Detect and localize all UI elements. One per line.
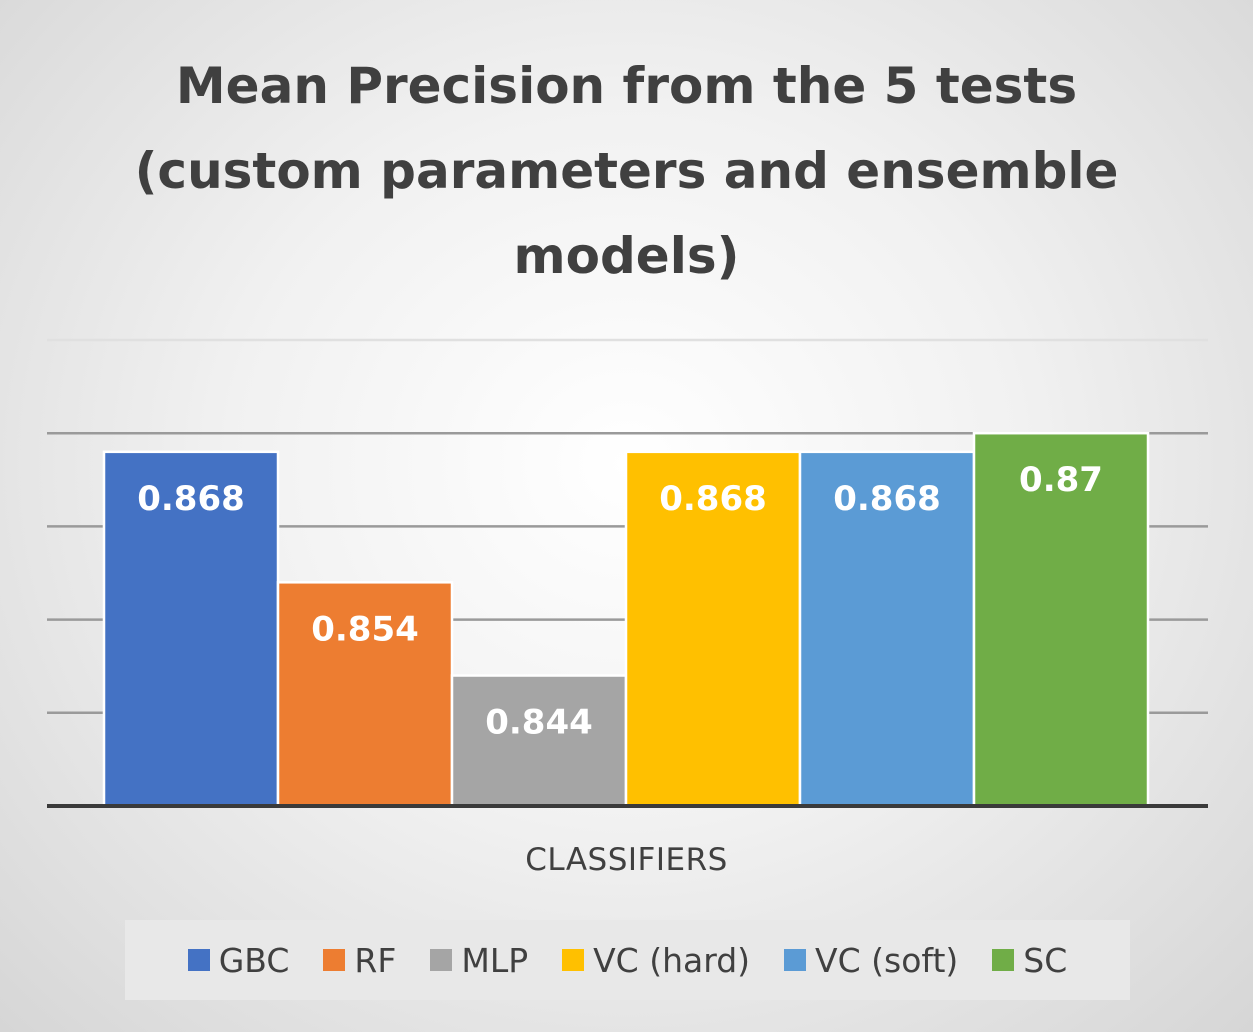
legend-item: MLP [430, 941, 528, 980]
legend-swatch [187, 949, 210, 971]
legend-label: GBC [218, 940, 290, 980]
legend-swatch [562, 949, 585, 971]
legend-item: SC [992, 941, 1067, 980]
legend-swatch [430, 949, 453, 971]
legend-swatch [992, 949, 1015, 971]
legend-item: VC (soft) [784, 941, 958, 980]
bar-data-label: 0.844 [485, 703, 593, 743]
bar-data-label: 0.868 [659, 479, 767, 519]
x-axis-label: CLASSIFIERS [525, 842, 728, 878]
legend-item: VC (hard) [562, 941, 750, 980]
legend-swatch [323, 949, 346, 971]
legend-label: SC [1023, 940, 1068, 980]
bar-data-label: 0.854 [311, 609, 419, 649]
bar-mlp [450, 674, 628, 808]
chart-legend: GBC RF MLP VC (hard) VC (soft) SC [125, 920, 1130, 1000]
bar-data-label: 0.87 [1019, 460, 1103, 500]
legend-label: RF [354, 940, 397, 980]
bar-vc-hard [624, 450, 802, 808]
chart-title: Mean Precision from the 5 tests (custom … [134, 57, 1119, 285]
legend-item: GBC [187, 940, 290, 980]
legend-label: VC (soft) [815, 940, 959, 980]
legend-label: MLP [461, 940, 529, 980]
bar-data-label: 0.868 [137, 479, 245, 519]
legend-item: RF [323, 941, 396, 980]
legend-label: VC (hard) [593, 940, 751, 980]
legend-swatch [784, 949, 807, 971]
bar-sc [972, 431, 1150, 808]
bar-data-label: 0.868 [833, 479, 941, 519]
bar-rf [276, 581, 454, 808]
